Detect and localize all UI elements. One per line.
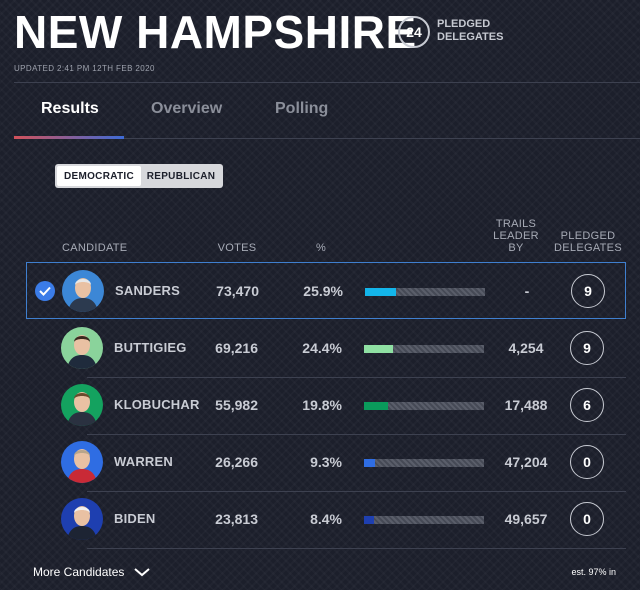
column-header-trails-leader: TRAILS LEADER BY (486, 218, 546, 254)
tabs-divider (124, 138, 640, 139)
row-divider (87, 377, 626, 378)
republican-button[interactable]: REPUBLICAN (146, 170, 216, 182)
candidate-avatar (61, 327, 103, 369)
state-title: NEW HAMPSHIRE (14, 6, 417, 58)
vote-share-bar (364, 402, 484, 410)
vote-share-bar (364, 345, 484, 353)
trails-line3: BY (508, 242, 524, 254)
tab-polling[interactable]: Polling (275, 100, 329, 117)
pledged-col-line2: DELEGATES (554, 242, 622, 254)
candidate-votes: 23,813 (215, 511, 258, 527)
candidate-row[interactable]: SANDERS 73,470 25.9% - 9 (26, 262, 626, 319)
candidate-name: BIDEN (114, 511, 156, 526)
estimated-reporting: est. 97% in (571, 567, 616, 577)
column-header-pledged: PLEDGED DELEGATES (550, 230, 626, 254)
candidate-name: WARREN (114, 454, 173, 469)
vote-share-bar-fill (364, 345, 394, 353)
trails-leader-by: - (524, 283, 530, 299)
pledged-label-line2: DELEGATES (437, 31, 504, 43)
vote-share-bar-fill (364, 402, 388, 410)
chevron-down-icon (134, 568, 151, 577)
pledged-delegates-label: PLEDGED DELEGATES (437, 18, 517, 44)
candidate-row[interactable]: BUTTIGIEG 69,216 24.4% 4,254 9 (26, 320, 626, 378)
candidate-name: KLOBUCHAR (114, 397, 200, 412)
column-header-votes: VOTES (217, 242, 257, 254)
trails-leader-by: 47,204 (504, 454, 548, 470)
pledged-delegates-count: 0 (570, 445, 604, 479)
row-divider (87, 491, 626, 492)
candidate-name: SANDERS (115, 283, 180, 298)
tab-overview[interactable]: Overview (151, 100, 223, 117)
trails-line2: LEADER (493, 230, 539, 242)
results-tabs: Results Overview Polling (14, 92, 640, 140)
state-title-wrap: NEW HAMPSHIRE (14, 6, 417, 58)
vote-share-bar-fill (364, 516, 375, 524)
row-divider (87, 434, 626, 435)
column-header-pct: % (315, 242, 327, 254)
column-header-candidate: CANDIDATE (62, 242, 128, 254)
header-divider (14, 82, 640, 83)
pledged-delegates-badge: 24 (398, 16, 430, 48)
candidate-percent: 8.4% (310, 511, 342, 527)
democratic-button[interactable]: DEMOCRATIC (57, 166, 141, 186)
candidate-votes: 69,216 (215, 340, 258, 356)
pledged-delegates-count: 0 (570, 502, 604, 536)
party-toggle: DEMOCRATIC REPUBLICAN (55, 164, 223, 188)
trails-leader-by: 49,657 (504, 511, 548, 527)
candidate-percent: 9.3% (310, 454, 342, 470)
vote-share-bar (365, 288, 485, 296)
candidate-avatar (62, 270, 104, 312)
more-candidates-label: More Candidates (33, 565, 125, 579)
pledged-col-line1: PLEDGED (560, 230, 616, 242)
candidate-row[interactable]: KLOBUCHAR 55,982 19.8% 17,488 6 (26, 377, 626, 435)
active-tab-underline (14, 136, 124, 139)
vote-share-bar-fill (365, 288, 397, 296)
check-icon (35, 281, 55, 301)
pledged-delegates-count: 6 (570, 388, 604, 422)
candidate-votes: 55,982 (215, 397, 258, 413)
candidate-row[interactable]: WARREN 26,266 9.3% 47,204 0 (26, 434, 626, 492)
pledged-label-line1: PLEDGED (437, 18, 491, 30)
vote-share-bar (364, 516, 484, 524)
vote-share-bar (364, 459, 484, 467)
updated-timestamp: UPDATED 2:41 PM 12TH FEB 2020 (14, 64, 155, 73)
pledged-delegates-count: 9 (570, 331, 604, 365)
trails-leader-by: 17,488 (504, 397, 548, 413)
candidate-percent: 25.9% (303, 283, 343, 299)
candidate-votes: 73,470 (216, 283, 259, 299)
vote-share-bar-fill (364, 459, 376, 467)
candidate-percent: 24.4% (302, 340, 342, 356)
tab-results[interactable]: Results (41, 100, 99, 117)
more-candidates-button[interactable]: More Candidates (33, 565, 152, 579)
pledged-delegates-count: 9 (571, 274, 605, 308)
candidate-votes: 26,266 (215, 454, 258, 470)
trails-leader-by: 4,254 (508, 340, 544, 356)
candidate-avatar (61, 498, 103, 540)
candidate-percent: 19.8% (302, 397, 342, 413)
trails-line1: TRAILS (495, 218, 537, 230)
candidate-name: BUTTIGIEG (114, 340, 187, 355)
candidate-row[interactable]: BIDEN 23,813 8.4% 49,657 0 (26, 491, 626, 549)
candidate-avatar (61, 441, 103, 483)
candidate-avatar (61, 384, 103, 426)
row-divider (87, 548, 626, 549)
